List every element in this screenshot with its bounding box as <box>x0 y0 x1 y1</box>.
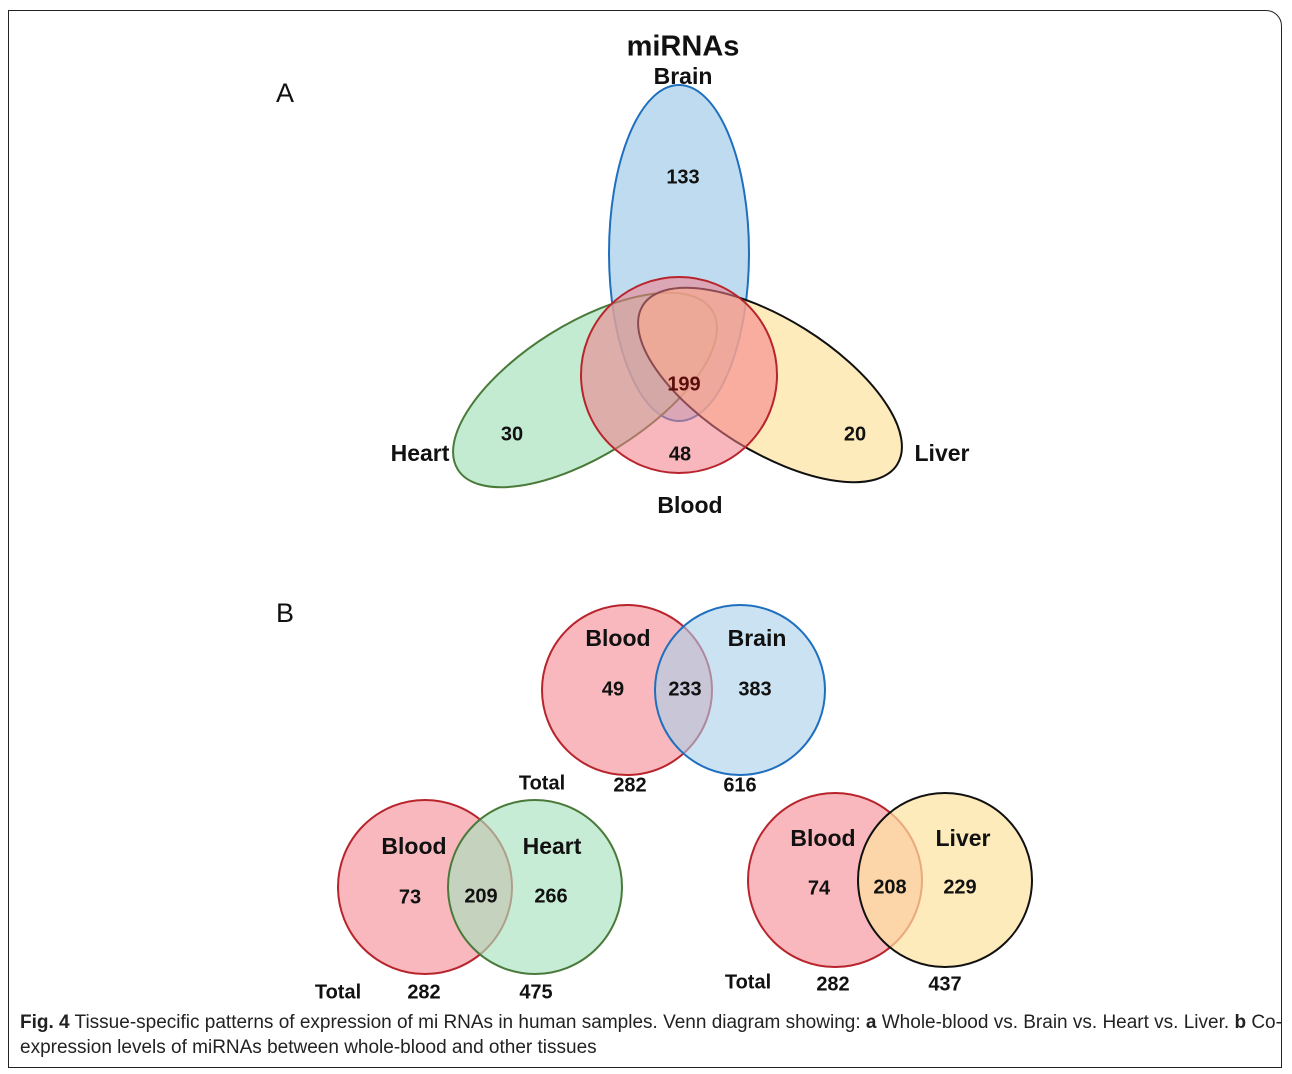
region-count: 383 <box>738 678 771 700</box>
set-label: Blood <box>657 492 722 518</box>
total-count: 616 <box>723 774 756 796</box>
set-label: Blood <box>381 833 446 859</box>
set-label: Heart <box>391 440 450 466</box>
total-count: 475 <box>519 981 552 1003</box>
set-label: Heart <box>523 833 582 859</box>
liver-set <box>857 792 1033 968</box>
caption: Fig. 4 Tissue-specific patterns of expre… <box>20 1010 1282 1060</box>
heart-set <box>447 799 623 975</box>
total-label: Total <box>315 981 361 1003</box>
blood-set <box>580 276 778 474</box>
region-count: 266 <box>534 885 567 907</box>
total-count: 282 <box>613 774 646 796</box>
region-count: 208 <box>873 876 906 898</box>
total-count: 437 <box>928 973 961 995</box>
region-count: 133 <box>666 166 699 188</box>
figure-frame <box>8 10 1282 1068</box>
region-count: 48 <box>669 443 691 465</box>
caption-key: b <box>1234 1012 1247 1033</box>
caption-key: a <box>865 1012 877 1033</box>
set-label: Blood <box>790 825 855 851</box>
total-label: Total <box>725 971 771 993</box>
figure-label: Fig. 4 <box>20 1012 70 1033</box>
panel-label: B <box>276 598 294 628</box>
region-count: 73 <box>399 886 421 908</box>
region-count: 233 <box>668 678 701 700</box>
caption-text: Whole-blood vs. Brain vs. Heart vs. Live… <box>876 1012 1235 1033</box>
region-count: 49 <box>602 678 624 700</box>
total-count: 282 <box>407 981 440 1003</box>
set-label: Liver <box>915 440 970 466</box>
panel-label: A <box>276 78 294 108</box>
region-count: 209 <box>464 885 497 907</box>
total-count: 282 <box>816 973 849 995</box>
caption-text: Tissue-specific patterns of expression o… <box>69 1012 866 1033</box>
region-count: 20 <box>844 423 866 445</box>
set-label: Brain <box>728 625 787 651</box>
region-count: 74 <box>808 877 831 899</box>
title: miRNAs <box>627 31 740 63</box>
region-count: 30 <box>501 423 523 445</box>
total-label: Total <box>519 772 565 794</box>
region-count: 199 <box>667 373 700 395</box>
brain-set <box>654 604 826 776</box>
set-label: Blood <box>585 625 650 651</box>
region-count: 229 <box>943 876 976 898</box>
caption-text: Co-expression levels of miRNAs between w… <box>20 1012 1282 1058</box>
set-label: Liver <box>936 825 991 851</box>
